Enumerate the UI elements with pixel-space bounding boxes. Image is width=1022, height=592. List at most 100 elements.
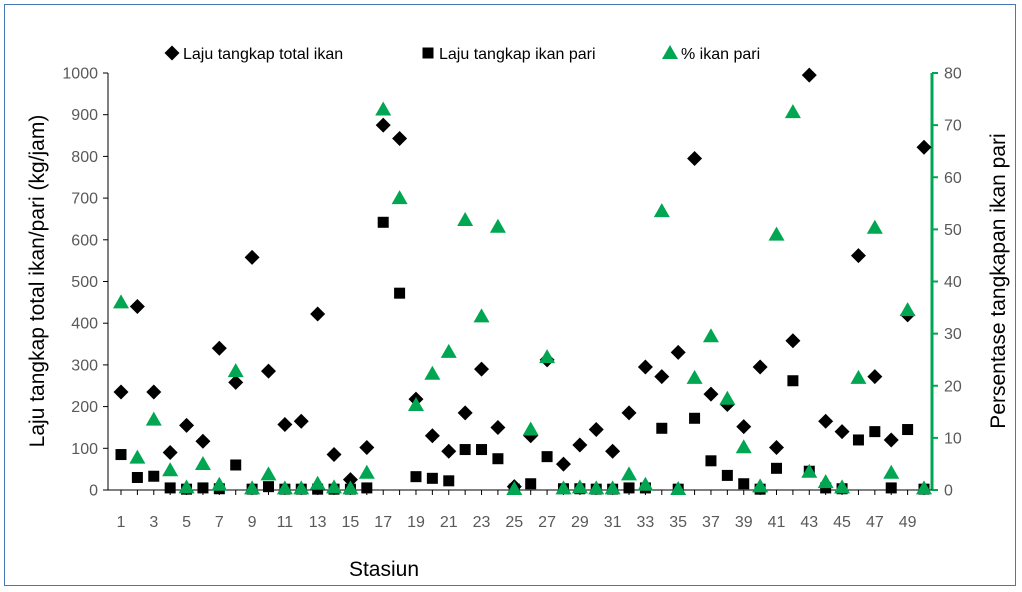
triangle-point: [571, 479, 588, 494]
x-tick-label: 9: [248, 514, 257, 531]
triangle-point: [883, 464, 900, 479]
x-tick-label: 49: [899, 514, 917, 531]
right-y-tick-label: 30: [944, 326, 962, 343]
diamond-point: [703, 386, 719, 402]
diamond-point: [441, 443, 457, 459]
left-y-tick-label: 400: [71, 316, 98, 333]
triangle-point: [407, 397, 424, 412]
diamond-point: [883, 432, 899, 448]
x-tick-label: 45: [833, 514, 851, 531]
triangle-point: [752, 478, 769, 493]
diamond-point: [736, 419, 752, 435]
diamond-point: [457, 405, 473, 421]
diamond-point: [260, 363, 276, 379]
square-point: [476, 444, 488, 456]
left-y-axis: 0 100 200 300 400 500 600 700 800 900 1000: [62, 66, 109, 500]
square-point: [705, 455, 717, 467]
right-y-axis-title: Persentase tangkapan ikan pari: [987, 133, 1010, 428]
triangle-point: [817, 474, 834, 489]
diamond-point: [621, 405, 637, 421]
triangle-point: [162, 462, 179, 477]
triangle-point: [604, 480, 621, 495]
legend-label: % ikan pari: [681, 46, 760, 63]
triangle-point: [670, 480, 687, 495]
square-point: [443, 475, 455, 487]
triangle-point: [424, 365, 441, 380]
triangle-point: [260, 466, 277, 481]
diamond-point: [179, 417, 195, 433]
x-tick-label: 35: [669, 514, 687, 531]
square-point: [377, 216, 389, 228]
right-y-tick-label: 20: [944, 378, 962, 395]
left-y-tick-label: 200: [71, 399, 98, 416]
diamond-point: [818, 413, 834, 429]
diamond-point: [572, 437, 588, 453]
diamond-point: [277, 417, 293, 433]
x-tick-label: 19: [407, 514, 425, 531]
triangle-point: [293, 480, 310, 495]
left-y-tick-label: 900: [71, 107, 98, 124]
left-y-tick-label: 300: [71, 357, 98, 374]
legend-label: Laju tangkap ikan pari: [439, 46, 596, 63]
triangle-point: [358, 464, 375, 479]
diamond-point: [310, 306, 326, 322]
square-point: [721, 469, 733, 481]
x-tick-label: 5: [182, 514, 191, 531]
x-tick-label: 7: [215, 514, 224, 531]
left-y-tick-label: 700: [71, 191, 98, 208]
triangle-point: [653, 203, 670, 218]
diamond-point: [375, 117, 391, 133]
right-y-axis: 0 10 20 30 40 50 60 70 80: [930, 66, 962, 500]
square-point: [902, 424, 914, 436]
x-tick-label: 43: [800, 514, 818, 531]
square-point: [852, 434, 864, 446]
square-point: [426, 472, 438, 484]
diamond-point: [162, 444, 178, 460]
diamond-point: [769, 439, 785, 455]
x-axis: 1 3 5 7 9 11 13 15 17 19 21 23 25 27 29 31 33 35 37 39 41 43 4…: [108, 489, 932, 531]
square-point: [869, 426, 881, 438]
diamond-point: [146, 384, 162, 400]
diamond-point: [605, 443, 621, 459]
right-y-tick-label: 0: [944, 483, 953, 500]
square-point: [230, 459, 242, 471]
square-point: [541, 451, 553, 463]
triangle-point: [326, 479, 343, 494]
series-triangle: [113, 101, 932, 495]
legend-marker-triangle: [662, 45, 678, 59]
triangle-point: [473, 308, 490, 323]
x-tick-label: 47: [866, 514, 884, 531]
diamond-point: [244, 249, 260, 265]
square-point: [459, 444, 471, 456]
right-y-tick-label: 70: [944, 118, 962, 135]
triangle-point: [227, 363, 244, 378]
right-y-tick-label: 40: [944, 274, 962, 291]
x-tick-label: 1: [117, 514, 126, 531]
right-y-tick-label: 60: [944, 170, 962, 187]
triangle-point: [309, 475, 326, 490]
square-point: [262, 481, 274, 493]
x-axis-title: Stasiun: [349, 558, 419, 581]
x-tick-label: 39: [735, 514, 753, 531]
left-y-tick-label: 100: [71, 441, 98, 458]
diamond-point: [392, 130, 408, 146]
triangle-point: [866, 219, 883, 234]
diamond-point: [228, 374, 244, 390]
triangle-point: [211, 476, 228, 491]
diamond-point: [490, 419, 506, 435]
triangle-point: [194, 455, 211, 470]
diamond-point: [359, 439, 375, 455]
square-point: [131, 471, 143, 483]
diamond-point: [785, 333, 801, 349]
left-y-axis-title: Laju tangkap total ikan/pari (kg/jam): [26, 115, 49, 448]
x-tick-label: 3: [149, 514, 158, 531]
left-y-tick-label: 1000: [62, 66, 98, 83]
diamond-point: [637, 359, 653, 375]
right-y-tick-label: 10: [944, 430, 962, 447]
diamond-point: [424, 428, 440, 444]
square-point: [115, 449, 127, 461]
x-tick-label: 29: [571, 514, 589, 531]
series-square: [115, 216, 930, 495]
diamond-point: [474, 361, 490, 377]
